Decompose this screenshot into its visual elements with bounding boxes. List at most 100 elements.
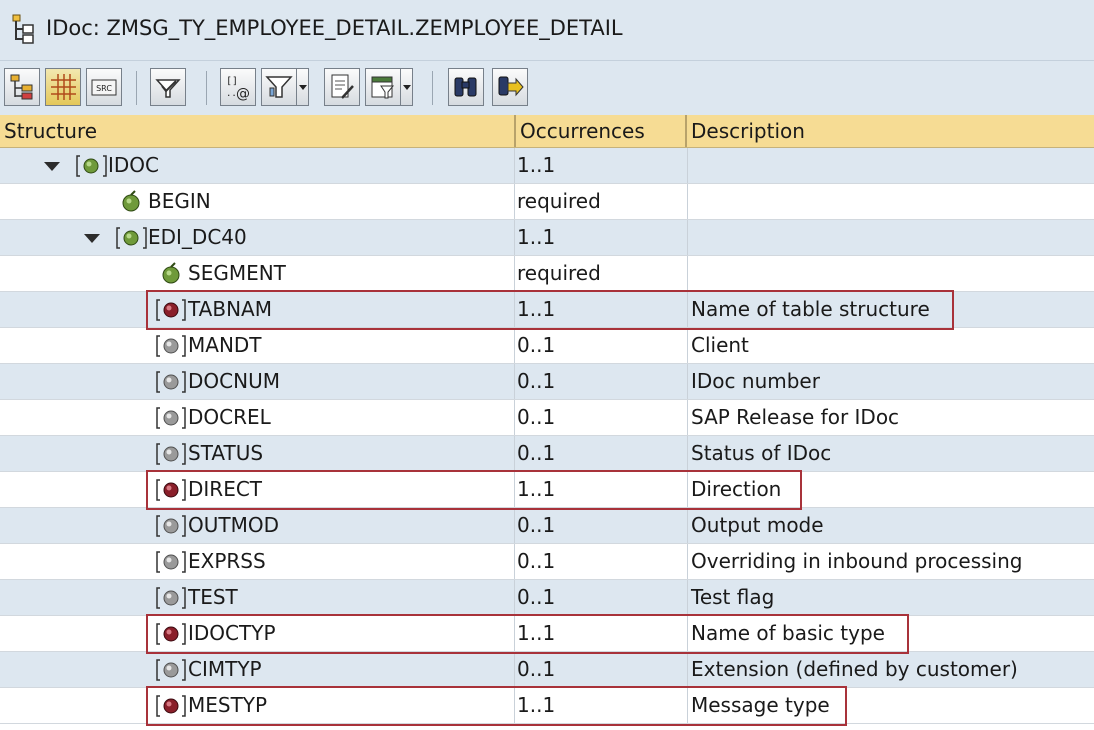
table-row[interactable]: TABNAM 1..1 Name of table structure <box>0 292 1094 328</box>
description-cell: Extension (defined by customer) <box>687 652 1094 687</box>
node-label: DIRECT <box>188 477 263 501</box>
structure-cell: DIRECT <box>0 472 514 507</box>
node-label: OUTMOD <box>188 513 279 537</box>
table-row[interactable]: IDOC 1..1 <box>0 148 1094 184</box>
mandatory-field-icon <box>156 299 186 321</box>
table-row[interactable]: TEST 0..1 Test flag <box>0 580 1094 616</box>
table-row[interactable]: SEGMENT required <box>0 256 1094 292</box>
print-preview-button[interactable] <box>324 68 360 106</box>
mandatory-field-icon <box>156 695 186 717</box>
node-label: EDI_DC40 <box>148 225 247 249</box>
table-body: IDOC 1..1 BEGIN required <box>0 148 1094 724</box>
find-next-button[interactable] <box>492 68 528 106</box>
toolbar-separator <box>136 71 137 105</box>
optional-field-icon <box>156 659 186 681</box>
occurrences-cell: 0..1 <box>514 652 687 687</box>
grid-view-button[interactable] <box>45 68 81 106</box>
occurrences-cell: 1..1 <box>514 616 687 651</box>
description-cell: Status of IDoc <box>687 436 1094 471</box>
structure-cell: IDOCTYP <box>0 616 514 651</box>
required-attribute-icon <box>122 190 140 212</box>
description-cell: Output mode <box>687 508 1094 543</box>
node-label: EXPRSS <box>188 549 266 573</box>
node-label: BEGIN <box>148 189 211 213</box>
grid-view-icon <box>51 74 76 100</box>
occurrences-cell: 0..1 <box>514 400 687 435</box>
occurrences-cell: 1..1 <box>514 688 687 723</box>
column-header-description[interactable]: Description <box>691 119 805 143</box>
structure-cell: IDOC <box>0 148 514 183</box>
tree-view-button[interactable] <box>4 68 40 106</box>
svg-text:[]: [] <box>226 76 238 87</box>
svg-text:..: .. <box>226 89 237 99</box>
toolbar-separator <box>432 71 433 105</box>
table-row[interactable]: EXPRSS 0..1 Overriding in inbound proces… <box>0 544 1094 580</box>
description-cell <box>687 256 1094 291</box>
source-src-button[interactable]: SRC <box>86 68 122 106</box>
mandatory-field-icon <box>156 623 186 645</box>
toolbar-separator <box>206 71 207 105</box>
export-button[interactable] <box>365 68 401 106</box>
table-row[interactable]: STATUS 0..1 Status of IDoc <box>0 436 1094 472</box>
description-cell <box>687 220 1094 255</box>
svg-text:SRC: SRC <box>96 84 112 93</box>
occurrences-cell: 1..1 <box>514 220 687 255</box>
table-row[interactable]: EDI_DC40 1..1 <box>0 220 1094 256</box>
print-preview-icon <box>331 74 354 99</box>
find-button[interactable] <box>448 68 484 106</box>
collapse-arrow-icon[interactable] <box>84 234 100 243</box>
source-src-icon: SRC <box>91 79 117 96</box>
occurrences-cell: 0..1 <box>514 328 687 363</box>
description-cell: SAP Release for IDoc <box>687 400 1094 435</box>
optional-field-icon <box>156 443 186 465</box>
description-cell: Client <box>687 328 1094 363</box>
node-label: CIMTYP <box>188 657 262 681</box>
structure-cell: MANDT <box>0 328 514 363</box>
select-filter-button[interactable] <box>150 68 186 106</box>
occurrences-cell: 1..1 <box>514 292 687 327</box>
structure-cell: EDI_DC40 <box>0 220 514 255</box>
column-header-structure[interactable]: Structure <box>0 115 516 147</box>
filter-dropdown[interactable] <box>297 68 309 106</box>
node-label: DOCNUM <box>188 369 280 393</box>
idoc-structure-table: Structure Occurrences Description IDOC 1… <box>0 115 1094 726</box>
table-row[interactable]: MANDT 0..1 Client <box>0 328 1094 364</box>
export-dropdown[interactable] <box>401 68 413 106</box>
structure-cell: BEGIN <box>0 184 514 219</box>
table-row[interactable]: DOCREL 0..1 SAP Release for IDoc <box>0 400 1094 436</box>
occurrences-cell: required <box>514 184 687 219</box>
table-row[interactable]: OUTMOD 0..1 Output mode <box>0 508 1094 544</box>
optional-field-icon <box>156 551 186 573</box>
occurrences-cell: 1..1 <box>514 472 687 507</box>
table-row[interactable]: IDOCTYP 1..1 Name of basic type <box>0 616 1094 652</box>
node-label: STATUS <box>188 441 264 465</box>
required-attribute-icon <box>162 262 180 284</box>
svg-text:@: @ <box>236 86 250 102</box>
node-label: TABNAM <box>188 297 272 321</box>
mandatory-field-icon <box>156 479 186 501</box>
table-header: Structure Occurrences Description <box>0 115 1094 148</box>
table-row[interactable]: MESTYP 1..1 Message type <box>0 688 1094 724</box>
window-title: IDoc: ZMSG_TY_EMPLOYEE_DETAIL.ZEMPLOYEE_… <box>46 16 623 40</box>
segment-group-icon <box>76 155 107 177</box>
table-row[interactable]: BEGIN required <box>0 184 1094 220</box>
node-label: DOCREL <box>188 405 271 429</box>
description-cell: Direction <box>687 472 1094 507</box>
collapse-arrow-icon[interactable] <box>44 162 60 171</box>
table-row[interactable]: DIRECT 1..1 Direction <box>0 472 1094 508</box>
column-header-occurrences[interactable]: Occurrences <box>516 115 687 147</box>
description-cell: Name of table structure <box>687 292 1094 327</box>
occurrences-cell: required <box>514 256 687 291</box>
optional-field-icon <box>156 335 186 357</box>
table-row[interactable]: CIMTYP 0..1 Extension (defined by custom… <box>0 652 1094 688</box>
description-cell: Overriding in inbound processing <box>687 544 1094 579</box>
optional-field-icon <box>156 407 186 429</box>
field-attributes-button[interactable]: [] .. @ <box>220 68 256 106</box>
idoc-hierarchy-icon <box>12 14 34 44</box>
node-label: IDOCTYP <box>188 621 276 645</box>
description-cell: IDoc number <box>687 364 1094 399</box>
filter-button[interactable] <box>261 68 297 106</box>
table-row[interactable]: DOCNUM 0..1 IDoc number <box>0 364 1094 400</box>
occurrences-cell: 0..1 <box>514 436 687 471</box>
structure-cell: CIMTYP <box>0 652 514 687</box>
